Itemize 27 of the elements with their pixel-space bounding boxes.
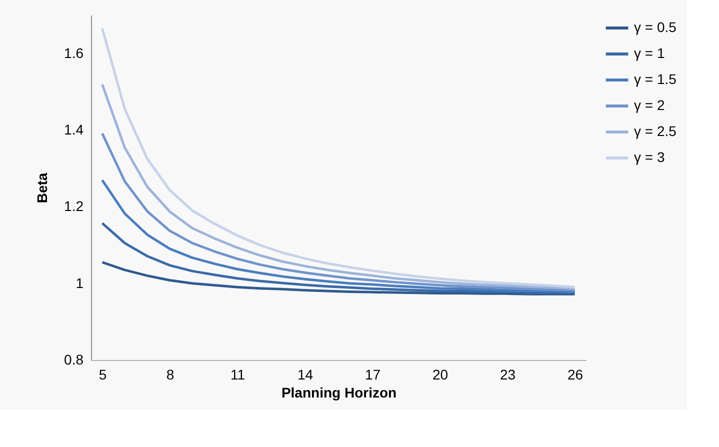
- legend-label: γ = 2.5: [634, 123, 677, 139]
- line-series: [101, 261, 576, 296]
- line-series: [101, 132, 576, 292]
- legend-label: γ = 0.5: [634, 19, 677, 35]
- y-tick-label: 1.4: [64, 122, 84, 138]
- x-tick-label: 14: [297, 366, 314, 382]
- legend-label: γ = 3: [634, 149, 665, 165]
- x-tick-label: 5: [98, 366, 107, 382]
- y-axis-title: Beta: [34, 172, 50, 204]
- x-tick-label: 23: [500, 366, 516, 382]
- x-tick-label: 11: [230, 366, 246, 382]
- legend-label: γ = 1.5: [634, 71, 677, 87]
- line-series: [101, 178, 576, 294]
- x-tick-label: 20: [432, 366, 448, 382]
- y-tick-label: 1.6: [64, 44, 84, 61]
- line-series: [101, 222, 576, 294]
- y-tick-label: 1.2: [64, 198, 84, 214]
- legend-label: γ = 2: [634, 97, 665, 113]
- y-tick-label: 1: [76, 274, 84, 291]
- line-series: [101, 83, 576, 290]
- x-tick-label: 17: [364, 366, 381, 382]
- x-tick-label: 8: [166, 366, 174, 382]
- legend-label: γ = 1: [634, 45, 665, 61]
- x-axis-title: Planning Horizon: [281, 384, 397, 400]
- x-tick-label: 26: [567, 366, 584, 382]
- line-series: [101, 27, 576, 288]
- y-tick-label: 0.8: [64, 352, 84, 368]
